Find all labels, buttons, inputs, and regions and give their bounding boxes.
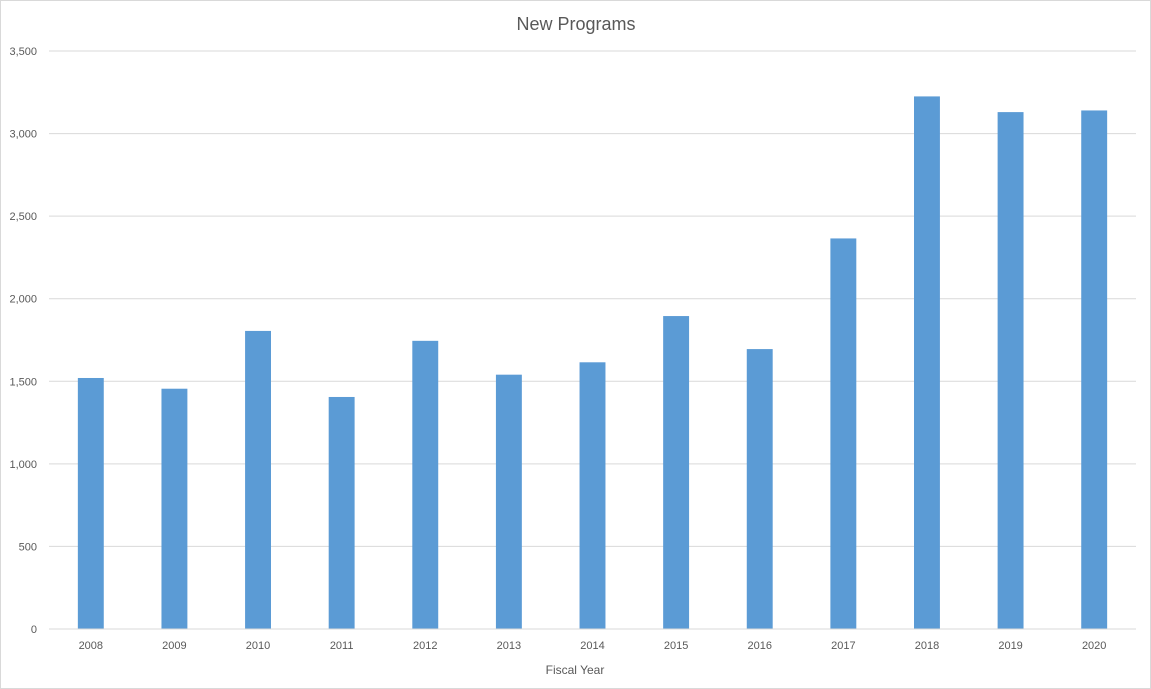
- bar-2010: [245, 330, 271, 629]
- x-tick-label: 2011: [330, 640, 354, 652]
- bar-2017: [830, 238, 857, 630]
- x-tick-label: 2019: [998, 640, 1022, 652]
- x-tick-label: 2009: [162, 640, 186, 652]
- y-tick-label: 1,500: [9, 376, 37, 388]
- x-tick-label: 2016: [747, 640, 771, 652]
- bar-2008: [77, 377, 104, 629]
- x-tick-label: 2008: [79, 640, 103, 652]
- x-tick-label: 2010: [246, 640, 270, 652]
- bar-2019: [997, 112, 1024, 630]
- bar-2020: [1081, 110, 1108, 630]
- x-tick-label: 2020: [1082, 640, 1106, 652]
- bar-2009: [161, 388, 188, 629]
- bars: [77, 96, 1108, 630]
- y-tick-label: 3,000: [9, 129, 37, 141]
- x-tick-label: 2017: [831, 640, 855, 652]
- y-tick-label: 3,500: [9, 46, 37, 58]
- x-tick-label: 2013: [497, 640, 521, 652]
- y-tick-label: 500: [19, 541, 37, 553]
- bar-2014: [579, 362, 606, 629]
- y-axis-ticks: 0 500 1,000 1,500 2,000 2,500 3,000 3,500: [9, 46, 37, 636]
- x-axis-title: Fiscal Year: [546, 663, 605, 677]
- y-tick-label: 1,000: [9, 459, 37, 471]
- x-tick-label: 2015: [664, 640, 688, 652]
- bar-2018: [914, 96, 940, 629]
- x-axis-ticks: 2008 2009 2010 2011 2012 2013 2014 2015 2016 2017…: [79, 640, 1107, 652]
- bar-2015: [663, 316, 690, 629]
- bar-2013: [495, 374, 522, 629]
- bar-2011: [328, 396, 355, 629]
- bar-2012: [412, 340, 439, 629]
- y-tick-label: 2,000: [9, 294, 37, 306]
- y-tick-label: 2,500: [9, 211, 37, 223]
- x-tick-label: 2018: [915, 640, 939, 652]
- bar-2016: [746, 349, 773, 629]
- y-tick-label: 0: [31, 624, 37, 636]
- chart-title: New Programs: [516, 14, 635, 34]
- x-tick-label: 2012: [413, 640, 437, 652]
- x-tick-label: 2014: [580, 640, 604, 652]
